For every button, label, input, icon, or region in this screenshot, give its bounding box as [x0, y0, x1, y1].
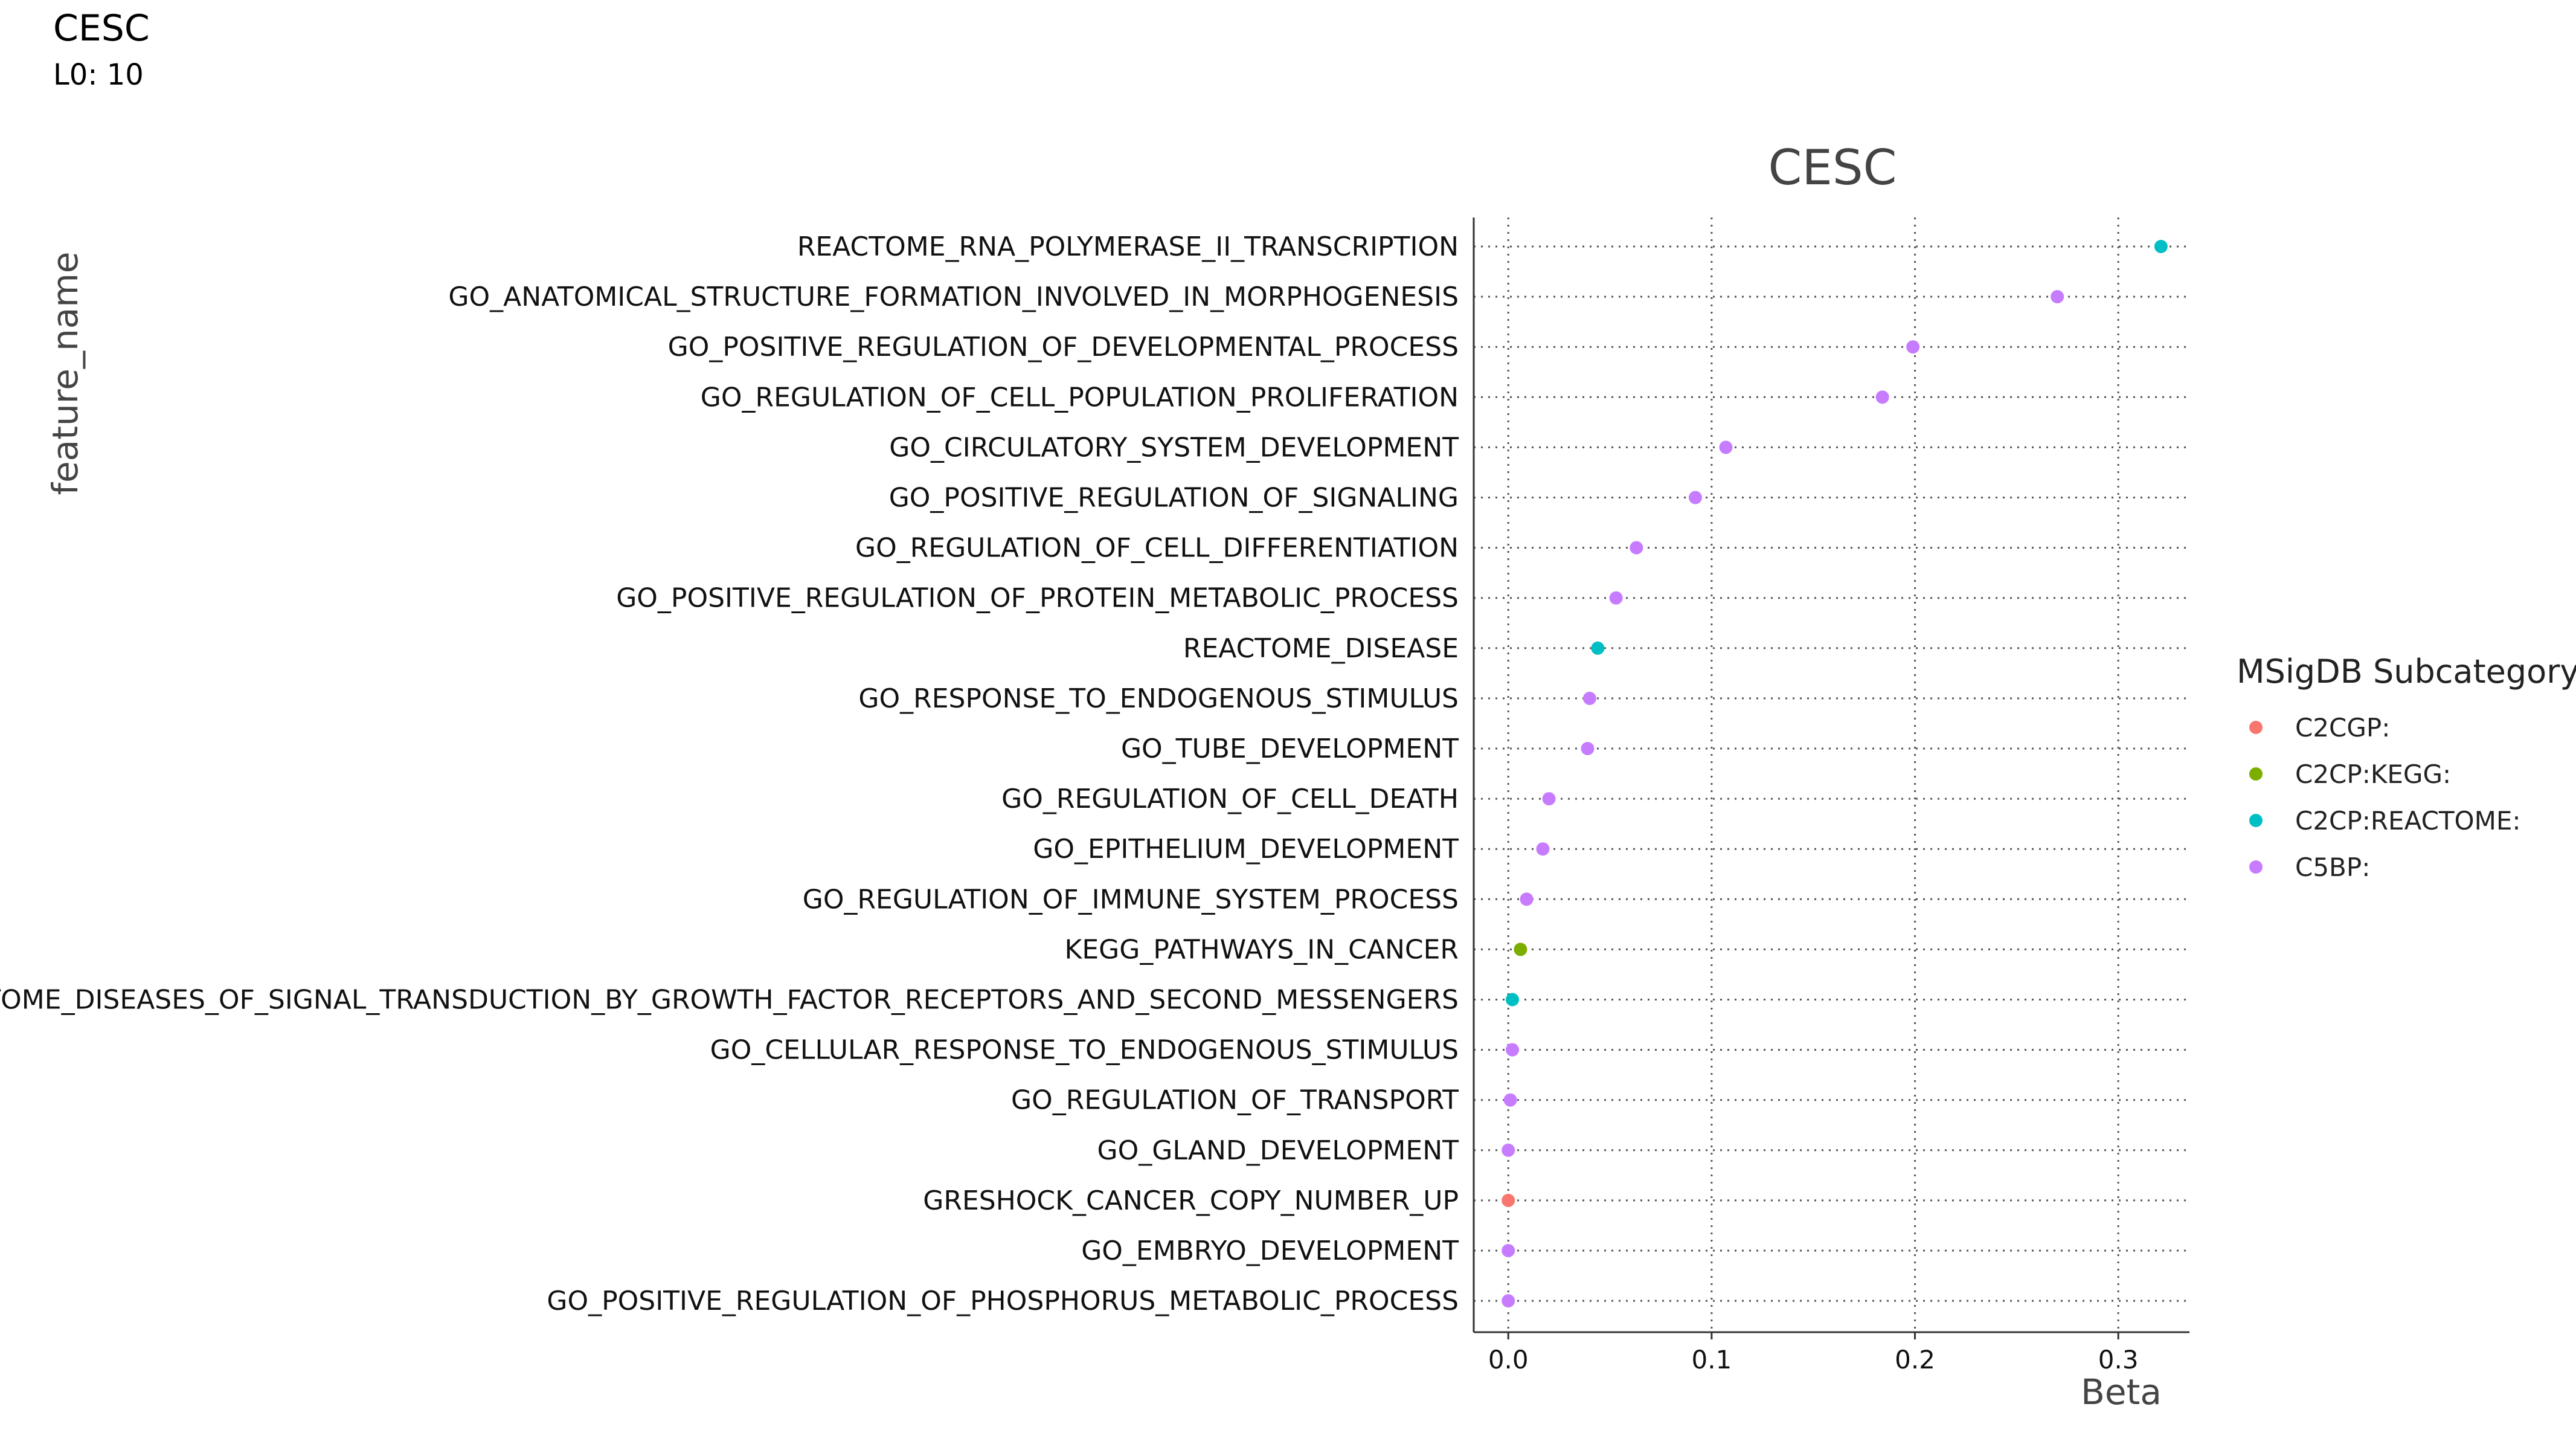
- y-tick-label: REACTOME_DISEASES_OF_SIGNAL_TRANSDUCTION…: [0, 985, 1459, 1016]
- data-point: [1505, 1043, 1519, 1057]
- x-tick-label: 0.1: [1691, 1345, 1732, 1374]
- data-point: [2051, 290, 2064, 304]
- y-tick-label: GO_TUBE_DEVELOPMENT: [1121, 733, 1459, 764]
- legend-key: [2249, 860, 2263, 874]
- x-axis-title: Beta: [2081, 1371, 2162, 1413]
- y-tick-label: GO_GLAND_DEVELOPMENT: [1097, 1135, 1459, 1166]
- data-point: [1719, 440, 1733, 454]
- plot-title: CESC: [1768, 140, 1897, 196]
- data-point: [1502, 1143, 1515, 1157]
- data-points: [1502, 240, 2168, 1308]
- y-tick-label: GO_POSITIVE_REGULATION_OF_SIGNALING: [889, 483, 1459, 514]
- y-axis-title: feature_name: [45, 252, 86, 495]
- x-tick-label: 0.2: [1895, 1345, 1935, 1374]
- y-tick-label: KEGG_PATHWAYS_IN_CANCER: [1064, 934, 1459, 965]
- y-tick-label: GO_POSITIVE_REGULATION_OF_DEVELOPMENTAL_…: [668, 332, 1459, 362]
- data-point: [1630, 541, 1643, 555]
- legend-label: C2CP:REACTOME:: [2295, 806, 2521, 836]
- y-tick-label: GO_RESPONSE_TO_ENDOGENOUS_STIMULUS: [858, 683, 1459, 714]
- y-tick-label: GO_ANATOMICAL_STRUCTURE_FORMATION_INVOLV…: [448, 282, 1459, 312]
- legend-label: C2CGP:: [2295, 713, 2390, 743]
- y-tick-label: GO_REGULATION_OF_CELL_POPULATION_PROLIFE…: [701, 382, 1459, 413]
- legend-key: [2249, 721, 2263, 734]
- y-tick-label: GO_REGULATION_OF_TRANSPORT: [1011, 1085, 1459, 1116]
- data-point: [1688, 491, 1702, 504]
- y-tick-label: REACTOME_RNA_POLYMERASE_II_TRANSCRIPTION: [797, 231, 1459, 262]
- y-tick-label: GO_POSITIVE_REGULATION_OF_PHOSPHORUS_MET…: [547, 1286, 1459, 1316]
- data-point: [1502, 1244, 1515, 1257]
- data-point: [1520, 892, 1534, 906]
- data-point: [1875, 390, 1889, 404]
- x-tick-label: 0.0: [1488, 1345, 1529, 1374]
- data-point: [1582, 691, 1596, 705]
- data-point: [1609, 591, 1623, 605]
- horizontal-gridlines: [1474, 245, 2189, 1302]
- data-point: [1505, 993, 1519, 1007]
- y-tick-label: GO_REGULATION_OF_IMMUNE_SYSTEM_PROCESS: [803, 884, 1459, 915]
- y-tick-label: REACTOME_DISEASE: [1183, 633, 1459, 664]
- legend-items: C2CGP: C2CP:KEGG: C2CP:REACTOME: C5BP:: [2249, 713, 2521, 882]
- vertical-gridlines: [1507, 218, 2119, 1332]
- legend-key: [2249, 767, 2263, 781]
- x-ticks: 0.0 0.1 0.2 0.3: [1488, 1332, 2139, 1374]
- y-tick-label: GO_CELLULAR_RESPONSE_TO_ENDOGENOUS_STIMU…: [710, 1035, 1459, 1066]
- data-point: [2154, 240, 2168, 253]
- legend-label: C2CP:KEGG:: [2295, 759, 2451, 789]
- data-point: [1906, 340, 1920, 354]
- data-point: [1502, 1294, 1515, 1308]
- legend-title: MSigDB Subcategory: [2237, 652, 2576, 691]
- data-point: [1536, 842, 1550, 856]
- data-point: [1542, 792, 1556, 806]
- legend-label: C5BP:: [2295, 852, 2370, 882]
- legend-key: [2249, 814, 2263, 827]
- data-point: [1503, 1093, 1517, 1107]
- x-tick-label: 0.3: [2098, 1345, 2139, 1374]
- legend: MSigDB Subcategory C2CGP: C2CP:KEGG: C2CP:…: [2237, 652, 2576, 882]
- data-point: [1502, 1193, 1515, 1207]
- page-subtitle: L0: 10: [53, 58, 144, 92]
- y-tick-label: GO_EMBRYO_DEVELOPMENT: [1081, 1236, 1459, 1266]
- y-tick-label: GO_REGULATION_OF_CELL_DEATH: [1001, 784, 1459, 814]
- y-tick-label: GO_POSITIVE_REGULATION_OF_PROTEIN_METABO…: [616, 583, 1459, 614]
- y-tick-label: GO_CIRCULATORY_SYSTEM_DEVELOPMENT: [889, 432, 1459, 463]
- y-tick-labels: REACTOME_RNA_POLYMERASE_II_TRANSCRIPTION…: [0, 231, 1459, 1316]
- y-tick-label: GO_EPITHELIUM_DEVELOPMENT: [1033, 834, 1459, 865]
- data-point: [1514, 942, 1527, 956]
- page-title: CESC: [53, 7, 150, 50]
- data-point: [1591, 641, 1605, 655]
- y-tick-label: GRESHOCK_CANCER_COPY_NUMBER_UP: [923, 1185, 1459, 1216]
- data-point: [1581, 742, 1595, 755]
- y-tick-label: GO_REGULATION_OF_CELL_DIFFERENTIATION: [855, 533, 1459, 564]
